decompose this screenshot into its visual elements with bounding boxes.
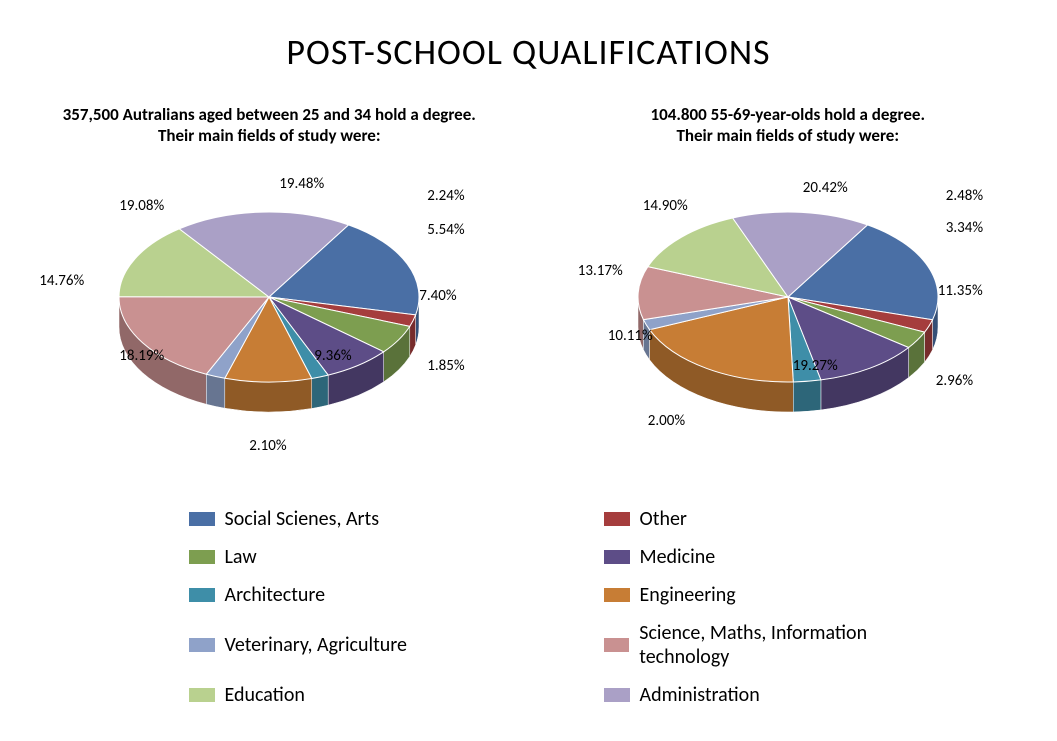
- legend-item-eng: Engineering: [604, 583, 959, 607]
- legend-label: Law: [225, 545, 257, 569]
- pie-wrap: 19.48% 2.24% 5.54% 7.40% 1.85% 9.36% 2.10% 18.1…: [29, 157, 509, 477]
- page-title: POST-SCHOOL QUALIFICATIONS: [20, 30, 1037, 74]
- slice-label-sci: 10.11%: [608, 327, 653, 345]
- slice-label-admin: 14.90%: [643, 197, 688, 215]
- legend-label: Social Scienes, Arts: [225, 507, 380, 531]
- pie-wrap: 20.42% 2.48% 3.34% 11.35% 2.96% 19.27% 2.00% 10…: [548, 157, 1028, 477]
- legend-item-admin: Administration: [604, 683, 959, 707]
- pie-chart: [598, 187, 978, 447]
- legend-item-medicine: Medicine: [604, 545, 959, 569]
- legend-label: Other: [640, 507, 687, 531]
- slice-label-eng: 9.36%: [314, 347, 351, 365]
- slice-label-edu: 14.76%: [39, 272, 84, 290]
- slice-label-medicine: 11.35%: [938, 282, 983, 300]
- legend-swatch: [189, 588, 215, 602]
- legend-label: Medicine: [640, 545, 716, 569]
- legend-swatch: [604, 550, 630, 564]
- legend-swatch: [189, 512, 215, 526]
- legend-swatch: [604, 588, 630, 602]
- slice-label-social: 19.48%: [279, 175, 324, 193]
- legend-swatch: [604, 688, 630, 702]
- legend: Social Scienes, Arts Other Law Medicine Arch…: [99, 507, 959, 707]
- pie-chart: [79, 187, 459, 447]
- legend-swatch: [189, 688, 215, 702]
- slice-label-eng: 19.27%: [793, 357, 838, 375]
- chart-subtitle: 104.800 55-69-year-olds hold a degree.Th…: [651, 104, 925, 147]
- slice-label-arch: 1.85%: [427, 357, 464, 375]
- legend-label: Architecture: [225, 583, 326, 607]
- legend-label: Engineering: [640, 583, 736, 607]
- legend-swatch: [189, 638, 215, 652]
- slice-label-other: 2.48%: [946, 187, 983, 205]
- legend-item-social: Social Scienes, Arts: [189, 507, 544, 531]
- charts-row: 357,500 Autralians aged between 25 and 3…: [20, 104, 1037, 477]
- legend-label: Administration: [640, 683, 760, 707]
- legend-label: Veterinary, Agriculture: [225, 633, 407, 657]
- chart-subtitle: 357,500 Autralians aged between 25 and 3…: [59, 104, 479, 147]
- slice-label-other: 2.24%: [427, 187, 464, 205]
- legend-item-other: Other: [604, 507, 959, 531]
- slice-label-arch: 2.96%: [936, 372, 973, 390]
- slice-label-social: 20.42%: [803, 179, 848, 197]
- slice-label-vet: 2.00%: [648, 412, 685, 430]
- legend-label: Science, Maths, Information technology: [639, 621, 958, 669]
- legend-swatch: [189, 550, 215, 564]
- slice-label-vet: 2.10%: [249, 437, 286, 455]
- legend-item-vet: Veterinary, Agriculture: [189, 621, 544, 669]
- legend-item-edu: Education: [189, 683, 544, 707]
- legend-item-sci: Science, Maths, Information technology: [604, 621, 959, 669]
- legend-item-arch: Architecture: [189, 583, 544, 607]
- slice-label-sci: 18.19%: [119, 347, 164, 365]
- slice-label-medicine: 7.40%: [419, 287, 456, 305]
- legend-swatch: [604, 638, 630, 652]
- chart-55-69: 104.800 55-69-year-olds hold a degree.Th…: [539, 104, 1038, 477]
- legend-item-law: Law: [189, 545, 544, 569]
- chart-25-34: 357,500 Autralians aged between 25 and 3…: [20, 104, 519, 477]
- legend-swatch: [604, 512, 630, 526]
- legend-label: Education: [225, 683, 305, 707]
- slice-label-admin: 19.08%: [119, 197, 164, 215]
- slice-label-law: 5.54%: [427, 221, 464, 239]
- slice-label-edu: 13.17%: [578, 262, 623, 280]
- slice-label-law: 3.34%: [946, 219, 983, 237]
